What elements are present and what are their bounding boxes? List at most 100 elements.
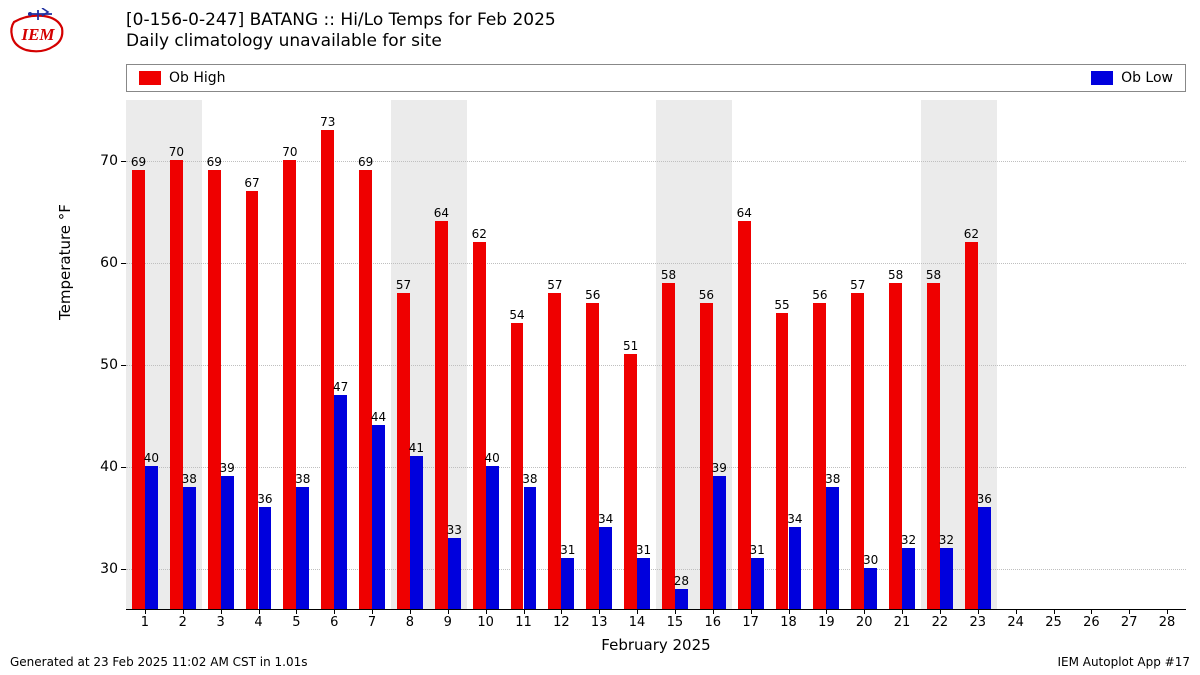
bar-low-label: 34 (787, 512, 802, 526)
bar-low (410, 456, 423, 609)
x-tick-label: 12 (553, 609, 570, 630)
bar-high-label: 62 (472, 227, 487, 241)
x-tick-label: 22 (932, 609, 949, 630)
bar-high-label: 67 (244, 176, 259, 190)
bar-low-label: 36 (257, 492, 272, 506)
x-tick-label: 14 (629, 609, 646, 630)
bar-high (889, 283, 902, 609)
bar-low (940, 548, 953, 609)
bar-high (359, 170, 372, 609)
bar-low (296, 487, 309, 609)
bar-high (246, 191, 259, 609)
bar-high-label: 64 (434, 206, 449, 220)
bar-high-label: 69 (207, 155, 222, 169)
bar-low-label: 31 (636, 543, 651, 557)
bar-high (170, 160, 183, 609)
bar-low-label: 36 (977, 492, 992, 506)
bar-low (599, 527, 612, 609)
x-tick-label: 11 (515, 609, 532, 630)
bar-low (486, 466, 499, 609)
bar-low (902, 548, 915, 609)
bar-high (586, 303, 599, 609)
legend-swatch-low (1091, 71, 1113, 85)
bar-low-label: 33 (447, 523, 462, 537)
bar-high (208, 170, 221, 609)
bar-low-label: 32 (901, 533, 916, 547)
x-tick-label: 24 (1007, 609, 1024, 630)
footer-generated: Generated at 23 Feb 2025 11:02 AM CST in… (10, 655, 308, 669)
x-tick-label: 23 (970, 609, 987, 630)
x-tick-label: 15 (667, 609, 684, 630)
bar-high-label: 56 (585, 288, 600, 302)
bar-high-label: 64 (737, 206, 752, 220)
legend-label-high: Ob High (169, 70, 226, 86)
legend-swatch-high (139, 71, 161, 85)
bar-high-label: 69 (131, 155, 146, 169)
legend: Ob High Ob Low (126, 64, 1186, 92)
bar-high-label: 58 (926, 268, 941, 282)
footer-app: IEM Autoplot App #17 (1057, 655, 1190, 669)
x-tick-label: 5 (292, 609, 300, 630)
bar-low-label: 39 (712, 461, 727, 475)
bar-low-label: 40 (144, 451, 159, 465)
bar-low-label: 30 (863, 553, 878, 567)
bar-high (624, 354, 637, 609)
bar-low (561, 558, 574, 609)
x-tick-label: 19 (818, 609, 835, 630)
bar-high (813, 303, 826, 609)
x-tick-label: 16 (705, 609, 722, 630)
bar-high (283, 160, 296, 609)
bar-high (473, 242, 486, 609)
bar-low-label: 31 (560, 543, 575, 557)
bar-low (713, 476, 726, 609)
bar-high (662, 283, 675, 609)
bar-high (700, 303, 713, 609)
x-tick-label: 6 (330, 609, 338, 630)
x-tick-label: 20 (856, 609, 873, 630)
bar-high (132, 170, 145, 609)
y-tick-mark (121, 365, 126, 366)
bar-high-label: 56 (812, 288, 827, 302)
bar-low-label: 41 (409, 441, 424, 455)
bar-low (751, 558, 764, 609)
x-tick-label: 1 (141, 609, 149, 630)
bar-high-label: 58 (888, 268, 903, 282)
svg-text:IEM: IEM (20, 25, 55, 44)
bar-high-label: 70 (282, 145, 297, 159)
y-tick-label: 70 (86, 153, 118, 169)
x-tick-label: 13 (591, 609, 608, 630)
y-tick-label: 50 (86, 357, 118, 373)
bar-high-label: 70 (169, 145, 184, 159)
bar-high-label: 62 (964, 227, 979, 241)
x-tick-label: 3 (217, 609, 225, 630)
x-tick-label: 9 (444, 609, 452, 630)
bar-high (965, 242, 978, 609)
bar-low-label: 40 (484, 451, 499, 465)
chart-plot-area: 3040506070169402703836939467365703867347… (126, 100, 1186, 610)
x-tick-label: 7 (368, 609, 376, 630)
y-tick-mark (121, 161, 126, 162)
iem-logo: IEM (8, 8, 68, 56)
bar-low (826, 487, 839, 609)
bar-high-label: 73 (320, 115, 335, 129)
y-tick-mark (121, 467, 126, 468)
bar-high-label: 57 (396, 278, 411, 292)
bar-low (334, 395, 347, 609)
bar-low-label: 32 (939, 533, 954, 547)
y-tick-label: 30 (86, 561, 118, 577)
y-axis-label: Temperature °F (56, 204, 74, 320)
bar-high (927, 283, 940, 609)
x-tick-label: 25 (1045, 609, 1062, 630)
bar-high (321, 130, 334, 609)
bar-low (864, 568, 877, 609)
x-tick-label: 10 (477, 609, 494, 630)
bar-low (259, 507, 272, 609)
bar-high (548, 293, 561, 609)
x-tick-label: 18 (780, 609, 797, 630)
bar-low-label: 47 (333, 380, 348, 394)
bar-low-label: 31 (749, 543, 764, 557)
bar-low (524, 487, 537, 609)
bar-low (978, 507, 991, 609)
bar-high-label: 51 (623, 339, 638, 353)
chart-title: [0-156-0-247] BATANG :: Hi/Lo Temps for … (126, 10, 556, 53)
